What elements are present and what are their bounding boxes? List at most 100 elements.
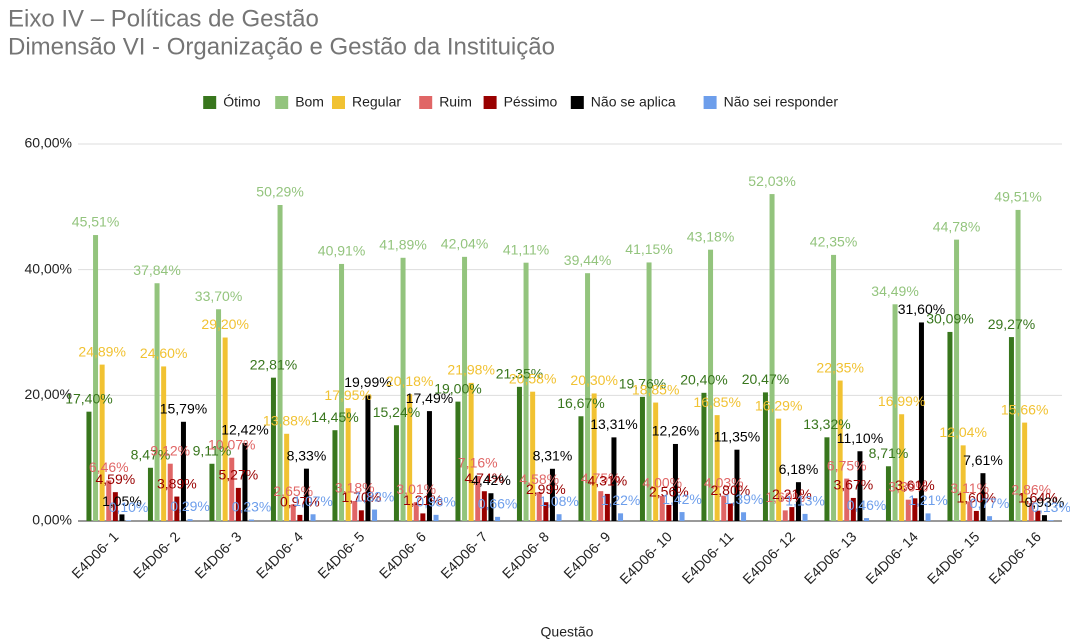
legend-swatch xyxy=(570,96,584,109)
data-label: 6,18% xyxy=(779,461,819,477)
bar xyxy=(802,513,808,521)
bar xyxy=(885,466,891,521)
bar xyxy=(741,512,747,521)
bar xyxy=(925,513,931,521)
bar xyxy=(174,496,180,521)
bar xyxy=(1041,515,1047,521)
data-label: 0,46% xyxy=(847,497,887,513)
bar xyxy=(727,503,733,521)
bar xyxy=(1028,503,1034,521)
bar xyxy=(462,256,468,521)
bar xyxy=(99,364,105,521)
data-label: 3,89% xyxy=(157,475,197,491)
data-label: 0,66% xyxy=(478,496,518,512)
bar xyxy=(604,493,610,521)
bar xyxy=(837,380,843,521)
bar xyxy=(543,502,549,521)
data-label: 1,21% xyxy=(908,492,948,508)
bar xyxy=(229,457,235,521)
bar xyxy=(93,235,99,521)
bar xyxy=(536,492,542,521)
data-label: 7,16% xyxy=(458,455,498,471)
bar xyxy=(598,491,604,521)
data-label: 4,74% xyxy=(464,470,504,486)
bar xyxy=(413,502,419,521)
bar xyxy=(618,513,624,521)
bar xyxy=(106,480,112,521)
legend-label: Bom xyxy=(295,94,324,110)
data-label: 19,99% xyxy=(344,374,391,390)
bar xyxy=(372,509,378,521)
bar xyxy=(857,451,863,521)
data-label: 41,89% xyxy=(379,236,426,252)
bar xyxy=(523,262,529,521)
bar xyxy=(721,495,727,521)
bar xyxy=(980,473,986,521)
data-label: 13,88% xyxy=(263,412,310,428)
bar xyxy=(1048,520,1054,521)
data-label: 12,04% xyxy=(939,424,986,440)
data-label: 17,40% xyxy=(65,390,112,406)
bar xyxy=(277,205,283,521)
data-label: 4,59% xyxy=(95,471,135,487)
bar xyxy=(912,498,918,521)
data-label: 1,05% xyxy=(102,493,142,509)
bar xyxy=(1022,422,1028,521)
data-label: 13,32% xyxy=(803,416,850,432)
data-label: 15,24% xyxy=(373,404,420,420)
bar xyxy=(310,514,316,521)
data-label: 12,42% xyxy=(221,422,268,438)
data-label: 16,29% xyxy=(755,397,802,413)
data-label: 11,10% xyxy=(837,430,883,446)
data-label: 3,18% xyxy=(335,480,375,496)
data-label: 42,04% xyxy=(441,236,488,252)
bar xyxy=(714,415,720,521)
x-tick-label: E4D06- 1 xyxy=(68,528,121,581)
data-label: 11,35% xyxy=(714,428,760,444)
bar xyxy=(180,421,186,521)
x-tick-label: E4D06- 6 xyxy=(376,528,429,581)
chart-subtitle: Dimensão VI - Organização e Gestão da In… xyxy=(8,33,555,60)
bar xyxy=(455,401,461,521)
data-label: 20,18% xyxy=(386,373,433,389)
data-label: 29,27% xyxy=(988,316,1035,332)
data-label: 22,81% xyxy=(250,356,297,372)
x-tick-label: E4D06- 7 xyxy=(437,528,490,581)
bar xyxy=(653,402,659,521)
bar xyxy=(481,491,487,521)
bar xyxy=(918,322,924,521)
bar xyxy=(782,510,788,521)
x-tick-label: E4D06- 12 xyxy=(739,528,798,587)
bar xyxy=(187,519,193,521)
bar xyxy=(967,501,973,521)
data-label: 13,31% xyxy=(590,416,637,432)
legend-label: Péssimo xyxy=(504,94,558,110)
y-tick-label: 20,00% xyxy=(25,386,72,402)
data-label: 3,39% xyxy=(888,478,928,494)
data-label: 34,49% xyxy=(871,283,918,299)
bar xyxy=(352,501,358,521)
x-tick-label: E4D06- 5 xyxy=(314,528,367,581)
bar xyxy=(769,194,775,521)
data-label: 31,60% xyxy=(898,301,945,317)
bar xyxy=(242,442,248,521)
x-axis-label: Questão xyxy=(541,624,594,640)
y-tick-label: 60,00% xyxy=(25,135,72,151)
data-label: 24,89% xyxy=(78,343,125,359)
bar xyxy=(850,497,856,521)
bar xyxy=(666,504,672,521)
bar xyxy=(973,510,979,521)
legend-label: Não se aplica xyxy=(591,94,676,110)
data-label: 41,15% xyxy=(625,241,672,257)
bar xyxy=(960,445,966,521)
data-label: 33,70% xyxy=(195,288,242,304)
data-label: 17,95% xyxy=(324,387,371,403)
bar xyxy=(126,520,132,521)
data-label: 16,99% xyxy=(878,393,925,409)
x-tick-label: E4D06- 13 xyxy=(801,528,860,587)
legend-label: Não sei responder xyxy=(724,94,839,110)
bar xyxy=(119,514,125,521)
data-label: 8,71% xyxy=(869,445,909,461)
bar xyxy=(488,493,494,521)
